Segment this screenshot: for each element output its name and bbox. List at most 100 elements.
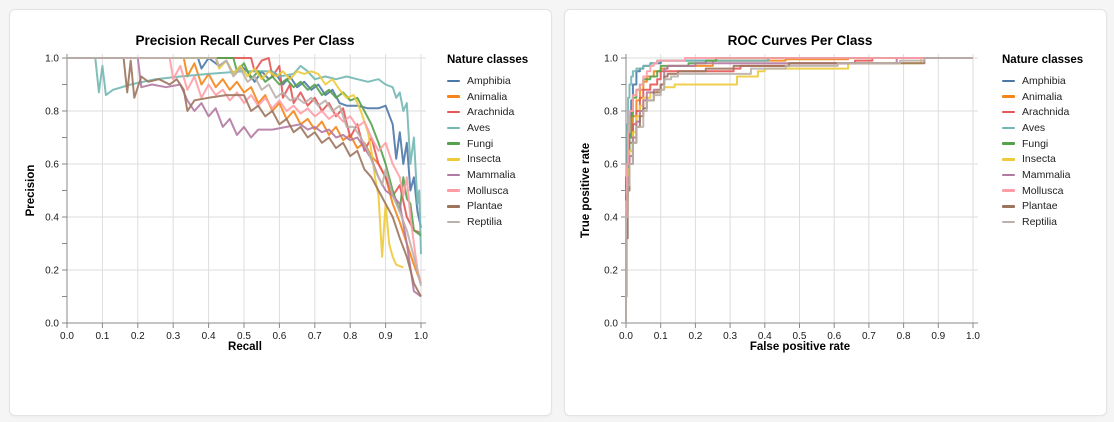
series-line-mollusca (67, 57, 422, 284)
legend-item-insecta: Insecta (447, 151, 547, 167)
legend-label: Fungi (467, 137, 494, 150)
x-tick-label: 0.5 (793, 331, 807, 342)
legend-item-arachnida: Arachnida (1002, 104, 1102, 120)
legend-swatch-animalia (1002, 95, 1015, 98)
legend-swatch-mammalia (1002, 173, 1015, 177)
x-tick-label: 0.6 (272, 331, 286, 342)
legend-item-amphibia: Amphibia (1002, 73, 1102, 89)
y-tick-label: 0.6 (45, 160, 59, 171)
legend-label: Aves (1022, 121, 1046, 134)
x-tick-label: 0.3 (166, 331, 180, 342)
legend-swatch-amphibia (1002, 79, 1015, 83)
legend-label: Insecta (467, 153, 501, 166)
legend-item-insecta: Insecta (1002, 151, 1102, 167)
legend-item-animalia: Animalia (1002, 89, 1102, 105)
legend-swatch-plantae (447, 205, 460, 208)
x-tick-label: 0.9 (379, 331, 393, 342)
series-line-reptilia (67, 57, 422, 287)
legend-swatch-fungi (1002, 142, 1015, 145)
legend-items: Amphibia Animalia Arachnida Aves Fungi Insect… (447, 73, 547, 230)
precision-axis-title: Precision (25, 164, 37, 217)
legend-item-amphibia: Amphibia (447, 73, 547, 89)
legend-label: Mammalia (467, 168, 516, 181)
roc-legend: Nature classes Amphibia Animalia Arachnida… (1002, 54, 1102, 230)
legend-swatch-arachnida (1002, 110, 1015, 114)
legend-item-mammalia: Mammalia (447, 167, 547, 183)
legend-label: Amphibia (467, 74, 511, 87)
y-tick-label: 0.8 (604, 107, 618, 118)
legend-item-animalia: Animalia (447, 89, 547, 105)
legend-label: Arachnida (467, 106, 515, 119)
x-tick-label: 0.3 (723, 331, 737, 342)
legend-item-fungi: Fungi (1002, 136, 1102, 152)
legend-item-reptilia: Reptilia (447, 214, 547, 230)
legend-label: Reptilia (1022, 216, 1058, 229)
legend-items: Amphibia Animalia Arachnida Aves Fungi Insect… (1002, 73, 1102, 230)
x-tick-label: 1.0 (414, 331, 428, 342)
legend-item-mollusca: Mollusca (447, 183, 547, 199)
x-tick-label: 0.6 (827, 331, 841, 342)
x-tick-label: 0.9 (931, 331, 945, 342)
legend-label: Arachnida (1022, 106, 1070, 119)
y-tick-label: 1.0 (604, 54, 618, 65)
true-positive-rate-axis-title: True positive rate (580, 142, 592, 239)
legend-title: Nature classes (447, 54, 529, 66)
x-tick-label: 0.1 (654, 331, 668, 342)
legend-swatch-insecta (1002, 158, 1015, 161)
false-positive-rate-axis-title: False positive rate (749, 341, 851, 353)
legend-label: Amphibia (1022, 74, 1066, 87)
x-tick-label: 0.0 (619, 331, 633, 342)
legend-item-arachnida: Arachnida (447, 104, 547, 120)
legend-label: Mollusca (467, 184, 509, 197)
x-tick-label: 0.7 (308, 331, 322, 342)
legend-swatch-mollusca (1002, 189, 1015, 192)
legend-label: Plantae (1022, 200, 1058, 213)
legend-swatch-arachnida (447, 110, 460, 114)
series-line-mammalia (625, 57, 973, 323)
legend-label: Animalia (1022, 90, 1063, 103)
y-tick-label: 0.2 (604, 266, 618, 277)
legend-swatch-insecta (447, 158, 460, 161)
y-tick-label: 0.0 (604, 319, 618, 330)
y-tick-label: 0.4 (604, 213, 618, 224)
legend-label: Reptilia (467, 216, 503, 229)
legend-swatch-reptilia (447, 220, 460, 224)
series-line-arachnida (67, 57, 422, 234)
y-tick-label: 0.0 (45, 319, 59, 330)
legend-swatch-mammalia (447, 173, 460, 177)
roc-plot-area: 0.0 0.1 0.2 0.3 0.4 0.5 0.6 0.7 0.8 0.9 1.0 0.0 0.2 0… (604, 54, 980, 343)
legend-label: Plantae (467, 200, 503, 213)
legend-title: Nature classes (1002, 54, 1084, 66)
series-line-plantae (67, 57, 422, 297)
x-tick-label: 0.1 (95, 331, 109, 342)
x-tick-label: 0.7 (862, 331, 876, 342)
y-tick-label: 0.8 (45, 107, 59, 118)
legend-swatch-fungi (447, 142, 460, 145)
series-line-mollusca (625, 57, 973, 323)
x-tick-label: 0.4 (202, 331, 216, 342)
precision-recall-plot-area: 0.0 0.1 0.2 0.3 0.4 0.5 0.6 0.7 0.8 0.9 1.0 0.0 0.2 0… (45, 54, 428, 343)
legend-swatch-reptilia (1002, 220, 1015, 224)
y-tick-label: 0.6 (604, 160, 618, 171)
legend-item-mollusca: Mollusca (1002, 183, 1102, 199)
legend-item-plantae: Plantae (447, 199, 547, 215)
roc-chart-title: ROC Curves Per Class (727, 33, 873, 48)
legend-swatch-plantae (1002, 205, 1015, 208)
legend-swatch-aves (447, 126, 460, 130)
legend-label: Mammalia (1022, 168, 1071, 181)
x-tick-label: 0.4 (758, 331, 772, 342)
series-line-insecta (67, 57, 404, 269)
x-tick-label: 0.8 (897, 331, 911, 342)
x-tick-label: 0.2 (131, 331, 145, 342)
legend-item-mammalia: Mammalia (1002, 167, 1102, 183)
legend-item-plantae: Plantae (1002, 199, 1102, 215)
x-tick-label: 0.5 (237, 331, 251, 342)
y-tick-label: 0.4 (45, 213, 59, 224)
legend-label: Insecta (1022, 153, 1056, 166)
legend-swatch-mollusca (447, 189, 460, 192)
legend-item-aves: Aves (1002, 120, 1102, 136)
legend-label: Fungi (1022, 137, 1049, 150)
legend-swatch-aves (1002, 126, 1015, 130)
legend-label: Aves (467, 121, 491, 134)
